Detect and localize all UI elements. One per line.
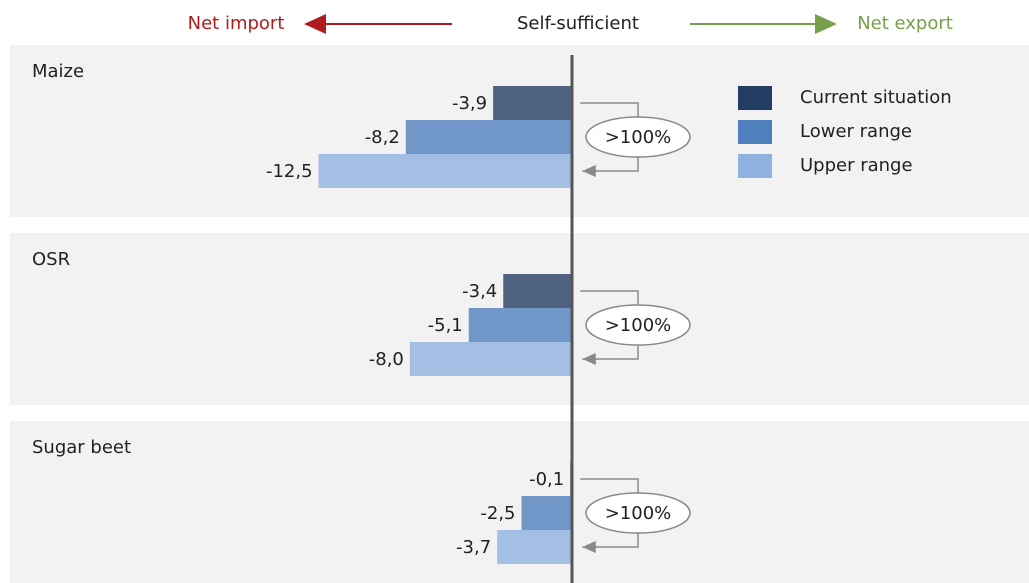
bar <box>405 120 573 154</box>
value-label: -3,7 <box>456 537 491 558</box>
annotation-oval <box>585 116 691 158</box>
bar <box>318 154 573 188</box>
annotation: >100% <box>605 315 672 336</box>
value-label: -12,5 <box>266 161 313 182</box>
annotation: >100% <box>605 127 672 148</box>
category-label: Maize <box>32 61 84 82</box>
bracket <box>580 478 639 493</box>
value-label: -3,9 <box>452 93 487 114</box>
bar <box>468 308 573 342</box>
bar <box>497 530 573 564</box>
bracket <box>580 102 639 117</box>
bar <box>521 496 573 530</box>
legend-swatch <box>738 86 772 110</box>
net-import-label: Net import <box>188 13 285 34</box>
bracket-arrow <box>582 345 639 365</box>
bar <box>409 342 573 376</box>
value-label: -0,1 <box>529 469 564 490</box>
annotation-oval <box>585 492 691 534</box>
value-label: -8,0 <box>369 349 404 370</box>
net-export-label: Net export <box>857 13 953 34</box>
legend-swatch <box>738 120 772 144</box>
value-label: -5,1 <box>428 315 463 336</box>
bar <box>503 274 573 308</box>
bracket-arrow <box>582 533 639 553</box>
legend-label: Upper range <box>800 155 913 176</box>
value-label: -2,5 <box>480 503 515 524</box>
legend-label: Lower range <box>800 121 912 142</box>
bracket <box>580 290 639 305</box>
value-label: -3,4 <box>462 281 497 302</box>
self-sufficient-label: Self-sufficient <box>517 13 639 34</box>
legend-label: Current situation <box>800 87 952 108</box>
bar <box>493 86 573 120</box>
annotation: >100% <box>605 503 672 524</box>
category-label: Sugar beet <box>32 437 131 458</box>
category-label: OSR <box>32 249 70 270</box>
annotation-oval <box>585 304 691 346</box>
bracket-arrow <box>582 157 639 177</box>
legend-swatch <box>738 154 772 178</box>
value-label: -8,2 <box>365 127 400 148</box>
